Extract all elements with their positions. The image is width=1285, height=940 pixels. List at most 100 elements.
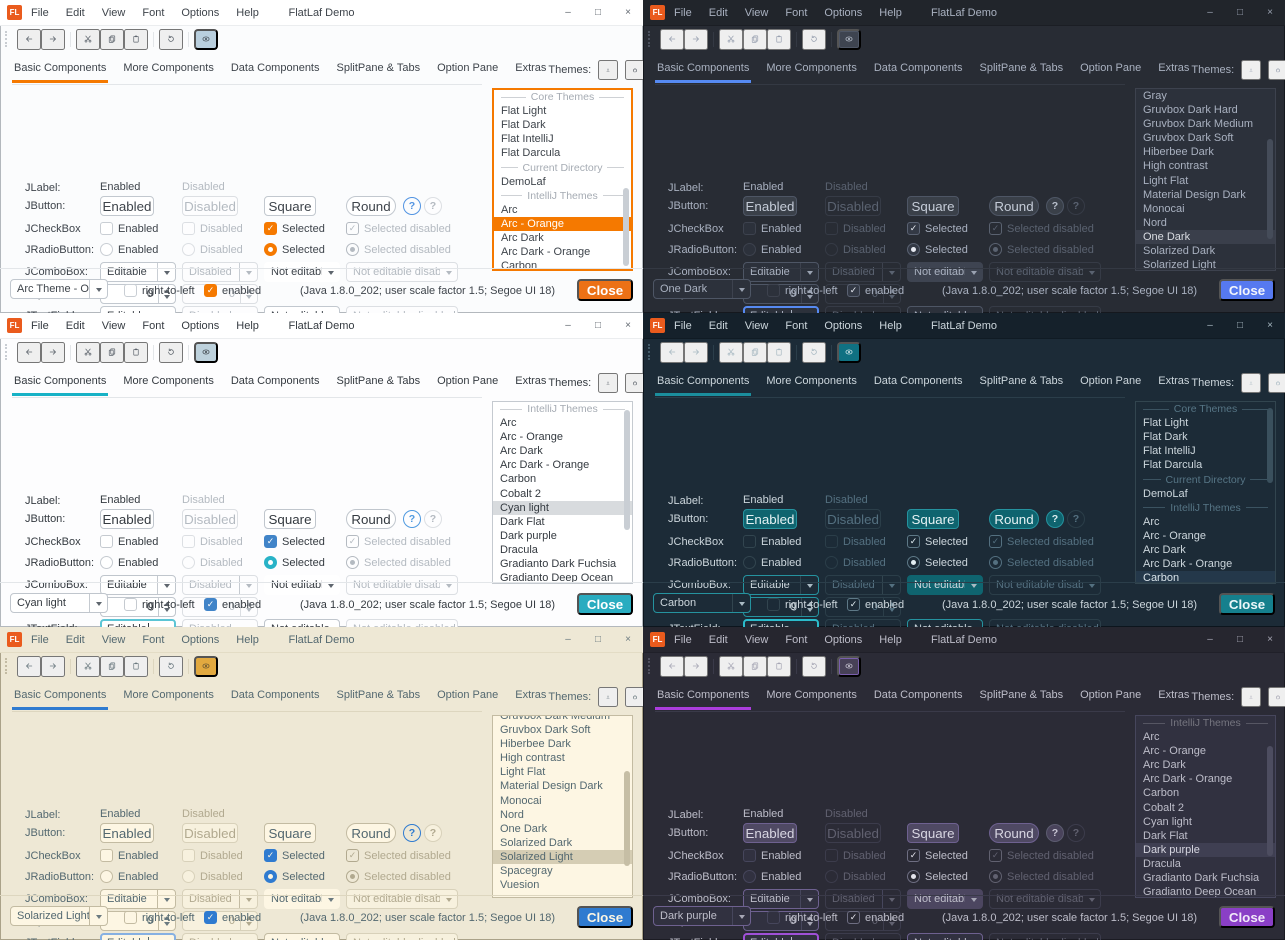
menu-font[interactable]: Font: [142, 6, 165, 19]
window-close-button[interactable]: ×: [625, 634, 631, 645]
theme-list-item[interactable]: Arc: [1143, 515, 1160, 528]
github-icon[interactable]: [1268, 373, 1285, 393]
theme-list-item[interactable]: Cyan light: [1143, 815, 1192, 828]
theme-list-item[interactable]: Dark purple: [500, 529, 557, 542]
theme-list-item[interactable]: Arc: [1143, 731, 1160, 744]
radio-checked-icon[interactable]: [264, 556, 277, 569]
tab-more-components[interactable]: More Components: [123, 689, 214, 701]
jcheckbox-selected[interactable]: ✓ Selected: [264, 534, 325, 549]
tab-option-pane[interactable]: Option Pane: [437, 375, 499, 387]
theme-list-item[interactable]: Dracula: [1143, 857, 1181, 870]
jcombobox-not-editable[interactable]: Not editable: [907, 262, 983, 282]
menu-edit[interactable]: Edit: [65, 319, 85, 332]
show-toggle-button[interactable]: [837, 341, 861, 363]
list-scrollbar-thumb[interactable]: [1267, 746, 1273, 856]
close-button[interactable]: Close: [577, 906, 633, 928]
checkbox-checked-icon[interactable]: ✓: [847, 598, 860, 611]
theme-list-item[interactable]: Arc - Orange: [1143, 529, 1206, 542]
tab-basic-components[interactable]: Basic Components: [655, 687, 752, 710]
tab-more-components[interactable]: More Components: [123, 375, 214, 387]
toolbar-grip-handle[interactable]: [648, 344, 652, 360]
refresh-icon[interactable]: [802, 341, 826, 363]
tab-splitpane-tabs[interactable]: SplitPane & Tabs: [979, 375, 1064, 387]
tab-data-components[interactable]: Data Components: [230, 62, 320, 74]
jradio-selected[interactable]: Selected: [264, 555, 325, 570]
theme-list-item[interactable]: Flat Dark: [501, 119, 546, 132]
theme-list-item[interactable]: Dark Flat: [1143, 829, 1188, 842]
spinner-up-down-icons[interactable]: [158, 912, 175, 930]
back-icon[interactable]: [660, 341, 684, 363]
back-icon[interactable]: [17, 341, 41, 363]
checkbox-unchecked-icon[interactable]: [100, 535, 113, 548]
radio-checked-icon[interactable]: [264, 870, 277, 883]
jcheckbox-selected[interactable]: ✓ Selected: [907, 848, 968, 863]
theme-list-item[interactable]: Arc Dark: [501, 231, 544, 244]
back-icon[interactable]: [660, 655, 684, 677]
menu-options[interactable]: Options: [824, 6, 863, 19]
theme-list-item[interactable]: Gray: [1143, 90, 1167, 102]
enabled-checkbox[interactable]: ✓ enabled: [847, 283, 904, 298]
menu-help[interactable]: Help: [236, 319, 259, 332]
theme-list-item[interactable]: Light Flat: [500, 766, 546, 779]
show-toggle-button[interactable]: [194, 341, 218, 363]
window-minimize-button[interactable]: –: [1207, 7, 1213, 18]
tab-option-pane[interactable]: Option Pane: [1080, 62, 1142, 74]
theme-list-item-selected[interactable]: Arc - Orange: [494, 216, 631, 231]
right-to-left-checkbox[interactable]: right-to-left: [124, 910, 195, 925]
theme-list-item[interactable]: Flat Darcula: [501, 147, 561, 160]
theme-list-item-selected[interactable]: Cyan light: [493, 500, 632, 515]
back-icon[interactable]: [17, 655, 41, 677]
menu-font[interactable]: Font: [785, 319, 808, 332]
download-icon[interactable]: [598, 687, 619, 707]
copy-icon[interactable]: [743, 655, 767, 677]
jtextfield-editable-input[interactable]: Editable: [100, 619, 176, 627]
theme-combobox[interactable]: One Dark: [653, 279, 751, 299]
tab-basic-components[interactable]: Basic Components: [655, 373, 752, 396]
theme-list-item[interactable]: Monocai: [1143, 202, 1185, 215]
theme-list-item[interactable]: DemoLaf: [1143, 487, 1188, 500]
jtextfield-not-editable-input[interactable]: Not editable: [907, 933, 983, 940]
jcombobox-not-editable[interactable]: Not editable: [907, 889, 983, 909]
tab-extras[interactable]: Extras: [1158, 62, 1190, 74]
tab-extras[interactable]: Extras: [1158, 689, 1190, 701]
menu-file[interactable]: File: [674, 633, 692, 646]
window-minimize-button[interactable]: –: [1207, 634, 1213, 645]
theme-list-item[interactable]: Solarized Dark: [1143, 245, 1216, 258]
jspinner-enabled[interactable]: 0: [100, 597, 176, 617]
jspinner-enabled[interactable]: 0: [743, 284, 819, 304]
download-icon[interactable]: [1241, 60, 1262, 80]
window-maximize-button[interactable]: □: [1236, 7, 1244, 18]
theme-list-item[interactable]: Cobalt 2: [1143, 801, 1184, 814]
radio-unchecked-icon[interactable]: [100, 556, 113, 569]
list-scrollbar-thumb[interactable]: [623, 188, 629, 266]
radio-checked-icon[interactable]: [907, 556, 920, 569]
radio-checked-icon[interactable]: [907, 243, 920, 256]
menu-font[interactable]: Font: [142, 633, 165, 646]
enabled-checkbox[interactable]: ✓ enabled: [204, 910, 261, 925]
jtextfield-editable-input[interactable]: Editable: [743, 306, 819, 313]
download-icon[interactable]: [598, 373, 619, 393]
radio-unchecked-icon[interactable]: [100, 870, 113, 883]
window-minimize-button[interactable]: –: [565, 320, 571, 331]
toolbar-grip-handle[interactable]: [5, 658, 9, 674]
enabled-checkbox[interactable]: ✓ enabled: [847, 910, 904, 925]
paste-icon[interactable]: [124, 28, 148, 50]
tab-more-components[interactable]: More Components: [766, 62, 857, 74]
checkbox-checked-icon[interactable]: ✓: [264, 849, 277, 862]
theme-list-item[interactable]: Dark Flat: [500, 515, 545, 528]
jtextfield-editable-input[interactable]: Editable: [100, 933, 176, 940]
right-to-left-checkbox[interactable]: right-to-left: [124, 597, 195, 612]
menu-help[interactable]: Help: [879, 6, 902, 19]
jradio-enabled[interactable]: Enabled: [743, 242, 801, 257]
menu-view[interactable]: View: [101, 633, 126, 646]
forward-icon[interactable]: [684, 28, 708, 50]
tab-basic-components[interactable]: Basic Components: [12, 60, 109, 83]
checkbox-checked-icon[interactable]: ✓: [907, 849, 920, 862]
checkbox-checked-icon[interactable]: ✓: [264, 535, 277, 548]
jtextfield-not-editable-input[interactable]: Not editable: [907, 306, 983, 313]
jbutton-enabled-button[interactable]: Enabled: [100, 509, 154, 529]
github-icon[interactable]: [625, 60, 643, 80]
refresh-icon[interactable]: [159, 341, 183, 363]
tab-more-components[interactable]: More Components: [766, 375, 857, 387]
forward-icon[interactable]: [684, 655, 708, 677]
